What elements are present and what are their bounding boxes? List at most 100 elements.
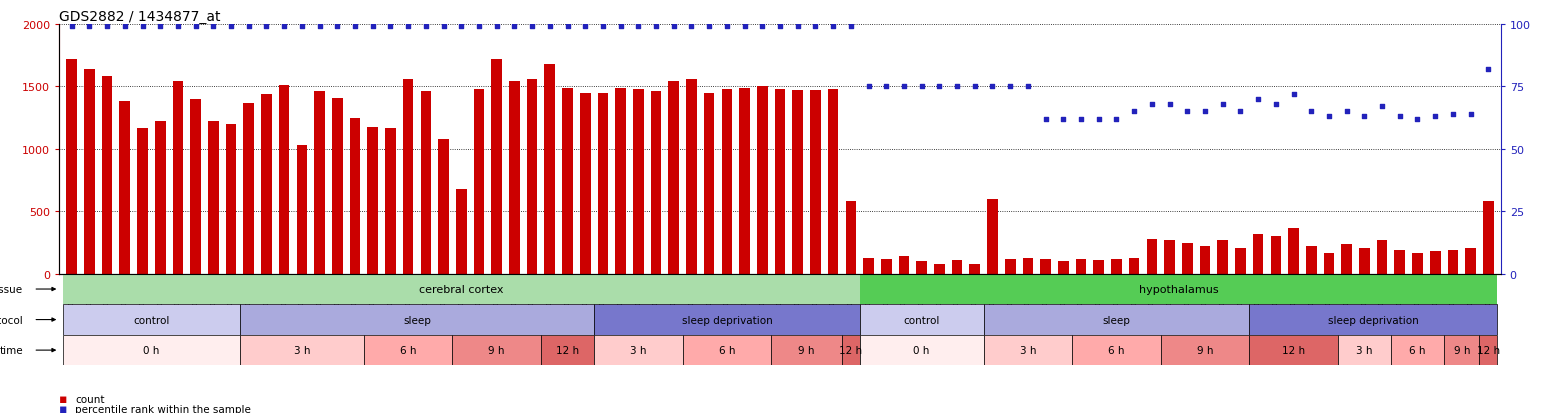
Bar [704,93,714,274]
Bar [1217,240,1228,274]
Bar [987,199,998,274]
Text: time: time [0,345,23,355]
Bar [916,261,927,274]
Bar [1377,240,1387,274]
Bar [863,258,874,274]
Point [1228,109,1253,115]
Bar [509,82,519,274]
Text: 9 h: 9 h [1197,345,1214,355]
Bar [722,90,732,274]
Text: 6 h: 6 h [719,345,735,355]
Bar [1412,253,1423,274]
Text: 9 h: 9 h [488,345,505,355]
Point [998,84,1023,90]
Bar [226,124,237,274]
Text: 3 h: 3 h [630,345,646,355]
Bar [1289,228,1299,274]
Text: GDS2882 / 1434877_at: GDS2882 / 1434877_at [59,10,222,24]
Text: 12 h: 12 h [1282,345,1306,355]
Bar [1306,247,1317,274]
Point [183,24,207,31]
FancyBboxPatch shape [594,335,683,366]
Point [148,24,173,31]
Bar [261,95,271,274]
Bar [1465,248,1476,274]
Point [1440,111,1465,118]
Point [1211,101,1236,108]
Text: 3 h: 3 h [1356,345,1373,355]
Text: sleep: sleep [402,315,431,325]
Point [768,24,792,31]
Point [1281,91,1306,98]
Bar [1076,259,1086,274]
Bar [952,260,963,274]
Point [129,24,154,31]
Text: percentile rank within the sample: percentile rank within the sample [75,404,251,413]
Bar [1005,259,1016,274]
Bar [1023,258,1033,274]
Text: 0 h: 0 h [144,345,159,355]
Bar [881,259,892,274]
Point [573,24,597,31]
Bar [580,93,591,274]
Point [661,24,686,31]
Bar [1236,248,1246,274]
Point [590,24,615,31]
Bar [775,90,785,274]
Point [1387,114,1412,120]
Point [1175,109,1200,115]
Point [909,84,934,90]
Text: sleep: sleep [1103,315,1131,325]
Point [484,24,509,31]
FancyBboxPatch shape [1479,335,1498,366]
Point [324,24,349,31]
Point [95,24,120,31]
FancyBboxPatch shape [594,304,860,335]
Bar [1448,250,1459,274]
Text: control: control [133,315,170,325]
Point [254,24,279,31]
Text: 12 h: 12 h [839,345,863,355]
Text: 6 h: 6 h [399,345,417,355]
Point [1245,96,1270,103]
Point [290,24,315,31]
Bar [969,264,980,274]
Point [1423,114,1448,120]
FancyBboxPatch shape [1338,335,1392,366]
Bar [1200,247,1211,274]
Bar [456,189,466,274]
Point [1192,109,1217,115]
Point [1122,109,1147,115]
Point [1334,109,1359,115]
Point [236,24,261,31]
Point [874,84,899,90]
Point [1069,116,1094,123]
Bar [1094,260,1104,274]
Point [449,24,474,31]
Point [856,84,881,90]
Point [821,24,846,31]
Point [413,24,438,31]
Bar [402,80,413,274]
Text: 3 h: 3 h [1020,345,1036,355]
Bar [1253,234,1264,274]
Point [466,24,491,31]
Text: 9 h: 9 h [1454,345,1470,355]
Bar [1129,258,1139,274]
Point [945,84,970,90]
Point [1051,116,1076,123]
Point [1370,104,1395,110]
Bar [828,90,838,274]
Bar [67,60,76,274]
Bar [296,146,307,274]
Bar [154,122,165,274]
Bar [491,60,502,274]
Point [1476,66,1501,73]
Point [165,24,190,31]
Bar [668,82,679,274]
Bar [137,128,148,274]
FancyBboxPatch shape [984,335,1072,366]
Point [714,24,739,31]
Bar [438,140,449,274]
Point [891,84,916,90]
